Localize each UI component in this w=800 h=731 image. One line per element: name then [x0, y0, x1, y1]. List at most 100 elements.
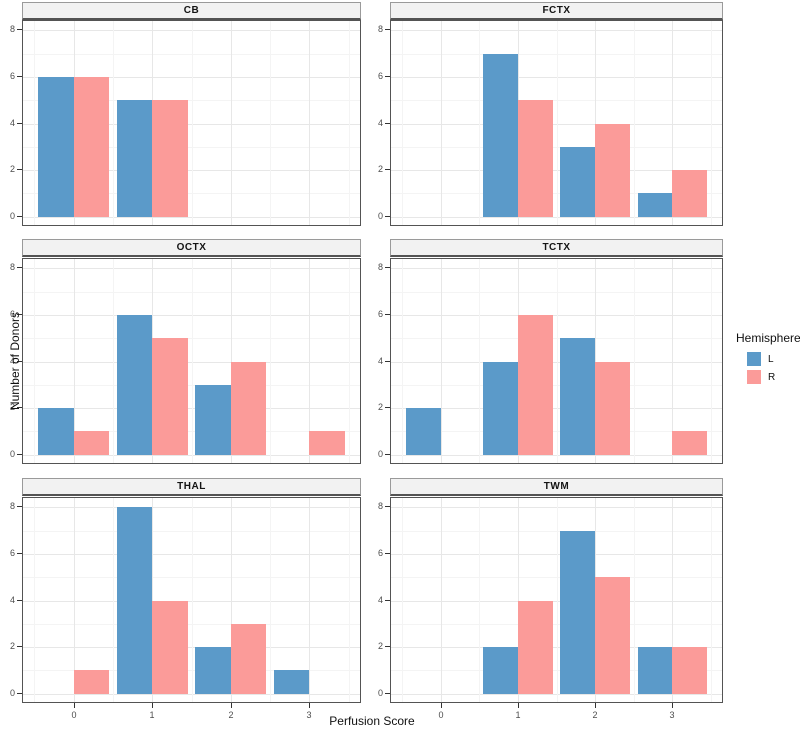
- gridline-x-major: [309, 21, 310, 225]
- y-tick-mark: [17, 693, 22, 694]
- gridline-x-major: [309, 498, 310, 702]
- y-tick-label: 0: [9, 211, 15, 221]
- gridline-x-minor: [634, 21, 635, 225]
- legend-title: Hemisphere: [736, 331, 800, 345]
- facet-strip-cb: CB: [22, 2, 361, 20]
- y-tick-label: 4: [377, 118, 383, 128]
- y-tick-mark: [385, 506, 390, 507]
- gridline-y-minor: [391, 531, 722, 532]
- gridline-x-minor: [711, 259, 712, 463]
- bar-octx-R-score0: [74, 431, 109, 455]
- bar-cb-R-score0: [74, 77, 109, 217]
- bar-thal-R-score0: [74, 670, 109, 694]
- y-tick-mark: [17, 216, 22, 217]
- y-tick-mark: [385, 216, 390, 217]
- facet-strip-fctx: FCTX: [390, 2, 723, 20]
- facet-strip-octx: OCTX: [22, 239, 361, 257]
- gridline-y-major: [391, 217, 722, 218]
- y-tick-label: 8: [377, 24, 383, 34]
- x-tick-label: 3: [669, 710, 675, 720]
- gridline-x-minor: [711, 21, 712, 225]
- gridline-x-minor: [113, 498, 114, 702]
- y-tick-label: 6: [9, 309, 15, 319]
- x-axis-title: Perfusion Score: [329, 714, 415, 728]
- gridline-x-major: [672, 498, 673, 702]
- bar-tctx-L-score1: [483, 362, 518, 455]
- gridline-y-major: [23, 268, 360, 269]
- gridline-x-minor: [349, 498, 350, 702]
- y-tick-label: 4: [9, 118, 15, 128]
- gridline-x-major: [231, 21, 232, 225]
- y-tick-mark: [385, 29, 390, 30]
- gridline-x-minor: [479, 21, 480, 225]
- gridline-y-major: [23, 601, 360, 602]
- y-tick-mark: [17, 407, 22, 408]
- bar-thal-L-score3: [274, 670, 309, 694]
- y-tick-label: 4: [377, 595, 383, 605]
- gridline-x-major: [595, 259, 596, 463]
- legend-entry-L: L: [736, 352, 800, 366]
- x-tick-label: 1: [515, 710, 521, 720]
- gridline-y-minor: [391, 54, 722, 55]
- gridline-x-minor: [192, 498, 193, 702]
- gridline-y-major: [23, 217, 360, 218]
- x-tick-mark: [74, 703, 75, 708]
- gridline-x-major: [672, 21, 673, 225]
- gridline-x-major: [74, 259, 75, 463]
- y-tick-label: 0: [377, 688, 383, 698]
- gridline-y-major: [391, 694, 722, 695]
- gridline-y-major: [391, 601, 722, 602]
- gridline-x-minor: [557, 21, 558, 225]
- gridline-x-major: [441, 21, 442, 225]
- gridline-x-major: [595, 21, 596, 225]
- y-tick-mark: [385, 646, 390, 647]
- y-tick-mark: [385, 169, 390, 170]
- y-tick-mark: [17, 314, 22, 315]
- gridline-y-major: [391, 124, 722, 125]
- y-tick-mark: [17, 646, 22, 647]
- y-tick-label: 8: [377, 262, 383, 272]
- x-tick-label: 2: [592, 710, 598, 720]
- gridline-y-major: [23, 455, 360, 456]
- y-tick-mark: [17, 76, 22, 77]
- gridline-x-minor: [479, 259, 480, 463]
- gridline-y-minor: [23, 147, 360, 148]
- legend-entry-R: R: [736, 370, 800, 384]
- y-tick-mark: [17, 169, 22, 170]
- bar-twm-L-score3: [638, 647, 672, 694]
- bar-fctx-R-score1: [518, 100, 553, 217]
- gridline-x-minor: [402, 21, 403, 225]
- gridline-y-major: [23, 507, 360, 508]
- y-tick-label: 4: [9, 356, 15, 366]
- gridline-x-major: [231, 498, 232, 702]
- bar-thal-R-score2: [231, 624, 266, 694]
- gridline-y-minor: [23, 624, 360, 625]
- bar-thal-L-score2: [195, 647, 231, 694]
- facet-panel-octx: [22, 258, 361, 464]
- facet-panel-tctx: [390, 258, 723, 464]
- gridline-y-major: [23, 315, 360, 316]
- y-tick-label: 0: [9, 449, 15, 459]
- gridline-x-minor: [634, 259, 635, 463]
- legend: Hemisphere L R: [736, 331, 800, 388]
- gridline-y-minor: [391, 338, 722, 339]
- gridline-x-minor: [634, 498, 635, 702]
- gridline-x-minor: [113, 259, 114, 463]
- y-tick-label: 4: [9, 595, 15, 605]
- bar-tctx-L-score0: [406, 408, 441, 455]
- gridline-y-major: [23, 554, 360, 555]
- x-tick-mark: [152, 703, 153, 708]
- x-tick-mark: [309, 703, 310, 708]
- y-tick-mark: [385, 361, 390, 362]
- y-tick-mark: [385, 693, 390, 694]
- y-tick-label: 2: [377, 641, 383, 651]
- gridline-y-minor: [23, 338, 360, 339]
- gridline-y-major: [23, 362, 360, 363]
- x-tick-mark: [595, 703, 596, 708]
- bar-fctx-L-score1: [483, 54, 518, 217]
- gridline-y-major: [391, 455, 722, 456]
- y-tick-label: 8: [9, 262, 15, 272]
- bar-twm-R-score2: [595, 577, 630, 694]
- bar-cb-L-score0: [38, 77, 74, 217]
- y-tick-label: 8: [9, 24, 15, 34]
